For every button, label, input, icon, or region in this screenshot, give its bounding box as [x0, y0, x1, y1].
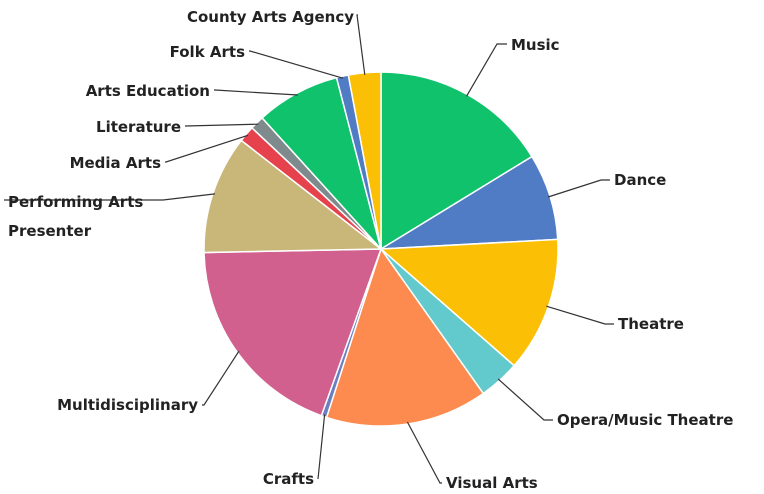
leader-line-music: [465, 43, 507, 97]
pie-slice-multidisciplinary: [203, 248, 383, 417]
slice-label-theatre: Theatre: [618, 315, 684, 333]
pie-slice-performing-arts-presenter: [203, 139, 384, 254]
leader-line-folk-arts: [249, 50, 344, 79]
leader-lines: [4, 14, 614, 484]
slice-label-literature: Literature: [96, 118, 181, 136]
slice-label-folk-arts: Folk Arts: [170, 43, 245, 61]
slice-label-performing-arts-presenter: Performing Arts Presenter: [8, 193, 143, 240]
slice-labels: Music Dance Theatre Opera/Music Theatre Visu…: [8, 8, 733, 492]
slice-label-opera-music-theatre: Opera/Music Theatre: [557, 411, 733, 429]
leader-line-media-arts: [165, 134, 249, 163]
leader-line-visual-arts: [406, 421, 442, 484]
leader-line-opera-music-theatre: [497, 378, 553, 421]
leader-line-multidisciplinary: [202, 350, 240, 406]
slice-label-multidisciplinary: Multidisciplinary: [57, 396, 198, 414]
leader-line-dance: [547, 179, 610, 198]
slice-label-media-arts: Media Arts: [70, 154, 162, 172]
slice-label-county-arts-agency: County Arts Agency: [187, 8, 354, 26]
slice-label-crafts: Crafts: [263, 470, 314, 488]
slice-label-dance: Dance: [614, 171, 666, 189]
leader-line-theatre: [546, 305, 614, 325]
slice-label-visual-arts: Visual Arts: [446, 474, 538, 492]
leader-line-county-arts-agency: [356, 14, 366, 75]
leader-line-performing-arts-presenter: [4, 193, 215, 201]
pie-slices: [203, 71, 559, 427]
leader-line-arts-education: [214, 89, 298, 96]
leader-line-literature: [185, 123, 259, 127]
leader-line-crafts: [317, 414, 326, 480]
slice-label-music: Music: [511, 36, 560, 54]
slice-label-arts-education: Arts Education: [86, 82, 210, 100]
